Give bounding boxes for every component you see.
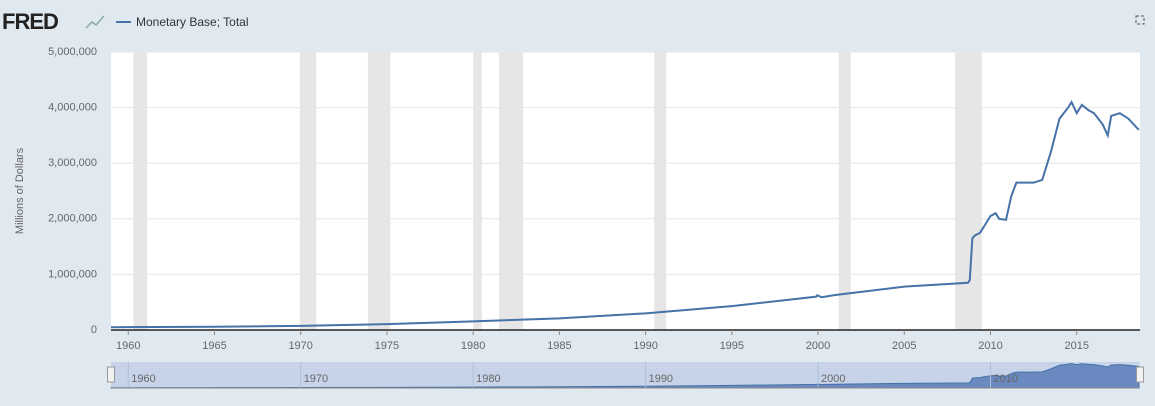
recession-band [499,52,524,330]
y-tick-label: 5,000,000 [48,46,97,58]
x-tick-label: 1975 [375,340,399,352]
x-tick-label: 2000 [806,340,830,352]
fullscreen-icon[interactable] [1135,15,1145,25]
y-axis-label: Millions of Dollars [14,147,26,234]
x-tick-label: 1965 [202,340,226,352]
navigator-handle[interactable] [107,366,115,383]
x-tick-label: 2005 [892,340,916,352]
plot-area [111,52,1140,330]
x-tick-label: 1985 [547,340,571,352]
navigator-handle[interactable] [1136,366,1144,383]
recession-band [473,52,482,330]
logo-icon [85,15,105,29]
navigator-tick-label: 1960 [131,373,155,385]
recession-band [367,52,391,330]
recession-band [133,52,148,330]
navigator-tick-label: 2000 [821,373,845,385]
navigator-area [110,362,1140,389]
recession-band [299,52,317,330]
recession-band [654,52,667,330]
x-tick-label: 1995 [720,340,744,352]
y-tick-label: 0 [91,324,97,336]
navigator-tick-label: 2010 [993,373,1017,385]
navigator-tick-label: 1990 [649,373,673,385]
y-tick-label: 2,000,000 [48,213,97,225]
x-tick-label: 1960 [116,340,140,352]
navigator-tick-label: 1970 [304,373,328,385]
y-tick-label: 3,000,000 [48,157,97,169]
x-tick-label: 1970 [288,340,312,352]
x-tick-label: 1990 [633,340,657,352]
legend-label[interactable]: Monetary Base; Total [136,15,249,29]
recession-band [955,52,982,330]
recession-band [838,52,851,330]
y-tick-label: 1,000,000 [48,268,97,280]
x-tick-label: 2010 [978,340,1002,352]
navigator-tick-label: 1980 [476,373,500,385]
x-tick-label: 2015 [1064,340,1088,352]
series-line [110,99,1140,329]
logo: FRED [2,9,58,34]
y-tick-label: 4,000,000 [48,102,97,114]
x-tick-label: 1980 [461,340,485,352]
